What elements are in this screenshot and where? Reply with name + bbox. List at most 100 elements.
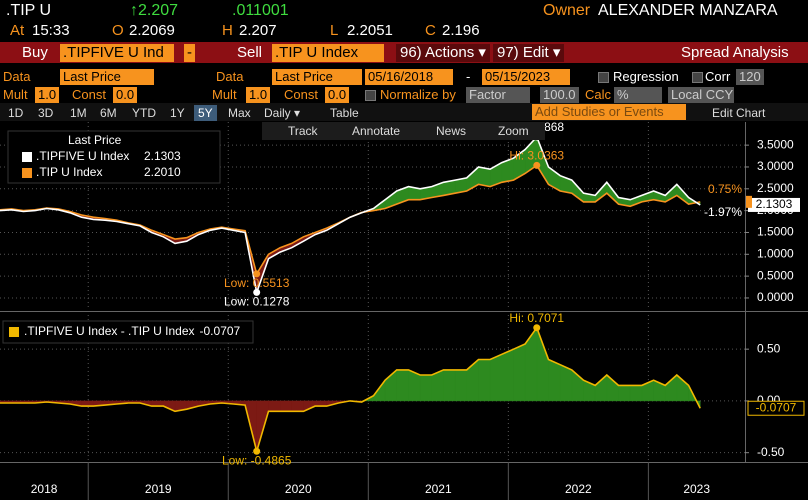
checkbox[interactable] — [692, 72, 703, 83]
setting-label: Normalize by — [380, 87, 456, 102]
setting-label: Calc — [585, 87, 612, 102]
studies-field[interactable]: Add Studies or Events — [532, 104, 686, 120]
range-button[interactable]: 3D — [38, 106, 54, 120]
setting-field[interactable]: 100.0 — [540, 87, 579, 103]
series-line — [0, 135, 701, 296]
start-date[interactable]: 05/16/2018 — [365, 69, 453, 85]
annotation-dot — [533, 161, 541, 169]
x-tick-label: 2023 — [683, 482, 710, 496]
x-tick-label: 2018 — [31, 482, 58, 496]
checkbox[interactable] — [598, 72, 609, 83]
setting-label: Regression — [613, 69, 679, 84]
area-fill — [594, 374, 608, 402]
area-fill — [396, 369, 409, 402]
end-date[interactable]: 05/15/2023 — [482, 69, 570, 85]
y-tick-label: 1.5000 — [757, 225, 794, 239]
buy-button[interactable]: Buy — [22, 44, 48, 61]
area-fill — [489, 353, 503, 402]
area-fill — [618, 385, 631, 402]
table-button[interactable]: Table — [330, 106, 359, 120]
area-fill — [524, 326, 538, 402]
y-tick-label: 0.50 — [757, 341, 781, 355]
quote-label: O — [112, 22, 124, 39]
last-value-badge — [748, 197, 800, 212]
y-tick-label: 0.0000 — [757, 290, 794, 304]
annotation: Low: 0.1278 — [224, 295, 290, 309]
legend-swatch — [22, 152, 32, 162]
setting-label: Corr — [705, 69, 731, 84]
setting-label: Mult — [212, 87, 237, 102]
setting-field[interactable]: 120 — [736, 69, 764, 85]
area-fill — [268, 400, 281, 412]
area-fill — [513, 343, 526, 402]
setting-field[interactable]: 0.0 — [325, 87, 350, 103]
setting-field[interactable]: 1.0 — [246, 87, 271, 103]
setting-field[interactable]: Last Price — [272, 69, 362, 85]
chart-tool[interactable]: Track — [288, 124, 318, 138]
legend-value: -0.0707 — [200, 324, 241, 338]
quote-value: 2.2069 — [129, 22, 175, 39]
chart-tool[interactable]: Zoom — [498, 124, 529, 138]
chart-tools-bar — [262, 122, 545, 140]
setting-label: Data — [216, 69, 244, 84]
legend-label: .TIPFIVE U Index - .TIP U Index — [24, 324, 195, 338]
setting-field[interactable]: % — [614, 87, 662, 103]
quote-label: C — [425, 22, 436, 39]
setting-field[interactable]: Last Price — [60, 69, 154, 85]
annotation: Hi: 3.0363 — [509, 149, 564, 163]
setting-label: Const — [284, 87, 318, 102]
legend-box — [7, 130, 221, 184]
area-fill — [443, 369, 456, 402]
setting-field[interactable]: 1.0 — [35, 87, 60, 103]
range-button[interactable]: 1Y — [170, 106, 185, 120]
annotation: Low: -0.4865 — [222, 453, 292, 467]
x-tick-label: 2020 — [285, 482, 312, 496]
area-fill — [419, 374, 432, 402]
legend-swatch — [22, 168, 32, 178]
quote-value: 2.196 — [442, 22, 480, 39]
legend-value: 2.1303 — [144, 149, 181, 163]
y-tick-label: 0.5000 — [757, 268, 794, 282]
minus-button[interactable]: - — [184, 44, 195, 62]
range-button[interactable]: 1D — [8, 106, 24, 120]
edit-chart-button[interactable]: Edit Chart — [712, 106, 766, 120]
area-fill — [606, 374, 619, 402]
chart-tool[interactable]: Annotate — [352, 124, 401, 138]
setting-field[interactable]: Factor — [466, 87, 530, 103]
y-tick-label: 3.0000 — [757, 159, 794, 173]
setting-field[interactable]: Local CCY — [668, 87, 734, 103]
area-fill — [478, 359, 491, 402]
quote-value: 2.207 — [239, 22, 277, 39]
change-label: 0.75% — [708, 182, 742, 196]
sell-security[interactable]: .TIP U Index — [272, 44, 384, 62]
buy-security[interactable]: .TIPFIVE U Ind — [60, 44, 174, 62]
actions-menu[interactable]: 96) Actions ▾ — [396, 44, 490, 62]
area-fill — [536, 327, 549, 402]
x-tick-label: 2019 — [145, 482, 172, 496]
y-tick-label: 2.5000 — [757, 181, 794, 195]
setting-label: Data — [3, 69, 31, 84]
setting-label: Const — [72, 87, 106, 102]
last-price: ↑2.207 — [130, 2, 179, 19]
chart-tool[interactable]: News — [436, 124, 467, 138]
sell-button[interactable]: Sell — [237, 44, 263, 61]
legend-label: .TIP U Index — [36, 165, 102, 179]
checkbox[interactable] — [365, 90, 376, 101]
date-separator: - — [466, 69, 471, 84]
quote-label: H — [222, 22, 233, 39]
range-bar — [0, 103, 808, 121]
annotation-dot — [253, 288, 261, 296]
change: .011001 — [232, 2, 289, 19]
range-button[interactable]: Max — [228, 106, 251, 120]
range-button[interactable]: YTD — [132, 106, 156, 120]
last-value-label: -0.0707 — [756, 400, 797, 414]
range-button[interactable]: 6M — [100, 106, 117, 120]
range-button[interactable]: 5Y — [194, 105, 217, 121]
y-tick-label: 1.0000 — [757, 246, 794, 260]
edit-menu[interactable]: 97) Edit ▾ — [493, 44, 565, 62]
quote-label: At — [10, 22, 25, 39]
range-button[interactable]: 1M — [70, 106, 87, 120]
last-value-badge — [747, 400, 805, 416]
setting-field[interactable]: 0.0 — [113, 87, 138, 103]
period-menu[interactable]: Daily ▾ — [264, 106, 301, 120]
